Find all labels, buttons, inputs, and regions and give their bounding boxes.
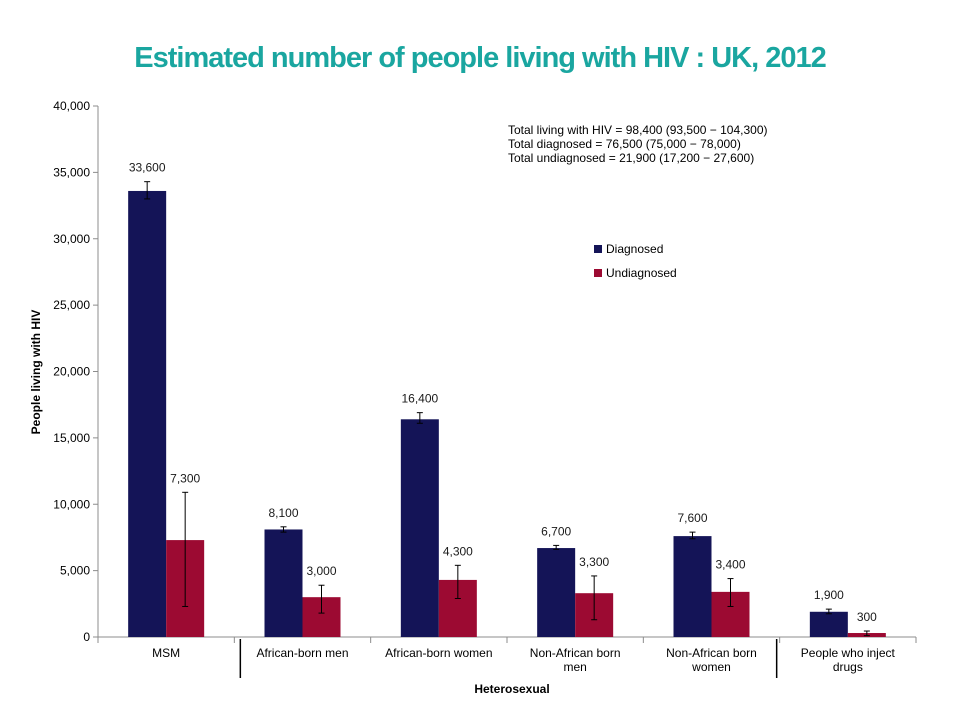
summary-undiagnosed: Total undiagnosed = 21,900 (17,200 − 27,…: [508, 151, 754, 165]
legend-label-diagnosed: Diagnosed: [606, 242, 663, 256]
data-labels: MSM African-born men African-born women Non…: [129, 161, 896, 674]
y-tick-label: 20,000: [53, 365, 90, 379]
legend-swatch-diagnosed: [594, 245, 602, 253]
data-label-undiagnosed: 3,400: [715, 558, 745, 572]
data-label-undiagnosed: 3,300: [579, 555, 609, 569]
y-tick-label: 25,000: [53, 298, 90, 312]
bar-diagnosed: [264, 529, 303, 637]
y-tick-label: 5,000: [60, 564, 90, 578]
category-label: men: [563, 660, 586, 674]
category-label: Non-African born: [666, 646, 757, 660]
data-label-undiagnosed: 4,300: [443, 544, 473, 558]
data-label-diagnosed: 33,600: [129, 161, 166, 175]
category-label: Non-African born: [530, 646, 621, 660]
y-tick-label: 10,000: [53, 497, 90, 511]
bars: [128, 181, 886, 637]
category-label: women: [691, 660, 731, 674]
category-label: African-born women: [385, 646, 492, 660]
category-label: African-born men: [256, 646, 348, 660]
y-tick-label: 30,000: [53, 232, 90, 246]
y-tick-label: 15,000: [53, 431, 90, 445]
legend: Diagnosed Undiagnosed: [594, 242, 677, 280]
summary-total: Total living with HIV = 98,400 (93,500 −…: [508, 123, 768, 137]
data-label-undiagnosed: 3,000: [306, 564, 336, 578]
data-label-undiagnosed: 7,300: [170, 471, 200, 485]
x-group-title: Heterosexual: [474, 682, 549, 696]
data-label-diagnosed: 8,100: [268, 506, 298, 520]
summary-diagnosed: Total diagnosed = 76,500 (75,000 − 78,00…: [508, 137, 741, 151]
data-label-diagnosed: 16,400: [401, 392, 438, 406]
data-label-undiagnosed: 300: [857, 610, 877, 624]
bar-diagnosed: [809, 611, 848, 637]
data-label-diagnosed: 6,700: [541, 524, 571, 538]
legend-swatch-undiagnosed: [594, 269, 602, 277]
data-label-diagnosed: 1,900: [814, 588, 844, 602]
bar-diagnosed: [673, 536, 712, 637]
y-tick-label: 35,000: [53, 165, 90, 179]
legend-label-undiagnosed: Undiagnosed: [606, 266, 677, 280]
y-tick-label: 40,000: [53, 99, 90, 113]
y-axis-title: People living with HIV: [29, 310, 43, 435]
chart-title: Estimated number of people living with H…: [134, 42, 826, 74]
bar-diagnosed: [537, 548, 576, 637]
bar-diagnosed: [128, 190, 167, 637]
category-label: People who inject: [801, 646, 896, 660]
bar-diagnosed: [400, 419, 439, 637]
y-tick-label: 0: [83, 630, 90, 644]
data-label-diagnosed: 7,600: [677, 511, 707, 525]
axes: 0 5,000 10,000 15,000 20,000 25,000 30,000 35,0…: [53, 99, 917, 678]
category-label: drugs: [833, 660, 863, 674]
category-label: MSM: [152, 646, 180, 660]
